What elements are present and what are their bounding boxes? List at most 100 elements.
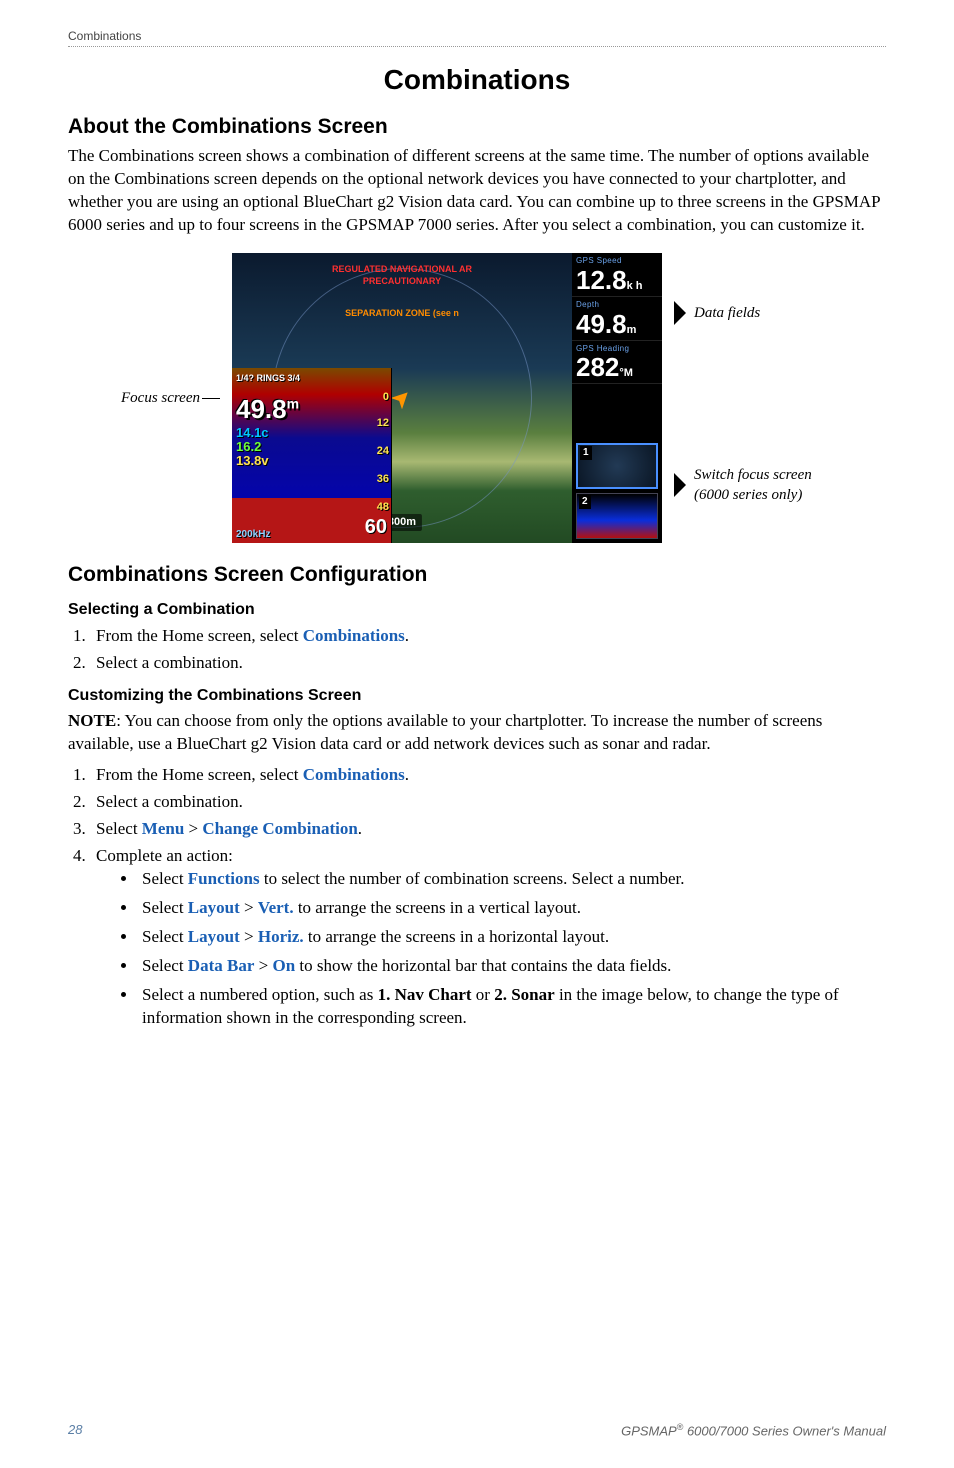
sub-customizing-heading: Customizing the Combinations Screen [68, 685, 886, 707]
bullet-text: to arrange the screens in a vertical lay… [294, 898, 581, 917]
bold-sonar: 2. Sonar [494, 985, 554, 1004]
gps-heading-value: 282 [576, 352, 619, 382]
page-footer: 28 GPSMAP® 6000/7000 Series Owner's Manu… [68, 1421, 886, 1440]
sonar-depth-readout: 49.8m [236, 392, 299, 427]
sonar-rings: 1/4? RINGS 3/4 [236, 372, 300, 384]
ui-term-on: On [272, 956, 295, 975]
footer-product: GPSMAP® 6000/7000 Series Owner's Manual [621, 1421, 886, 1440]
list-item: Select Menu > Change Combination. [90, 818, 886, 841]
bullet-text: to select the number of combination scre… [260, 869, 685, 888]
sonar-frequency: 200kHz [236, 528, 270, 542]
ui-term-data-bar: Data Bar [188, 956, 255, 975]
note-text: : You can choose from only the options a… [68, 711, 822, 753]
step-text: . [405, 626, 409, 645]
list-item: From the Home screen, select Combination… [90, 764, 886, 787]
ui-term-vert: Vert. [258, 898, 294, 917]
bullet-text: > [254, 956, 272, 975]
section-about-paragraph: The Combinations screen shows a combinat… [68, 145, 886, 237]
depth-value: 49.8 [576, 309, 627, 339]
list-item: Complete an action: Select Functions to … [90, 845, 886, 1030]
list-item: Select Data Bar > On to show the horizon… [138, 955, 886, 978]
separation-zone-text: SEPARATION ZONE (see n [345, 307, 459, 319]
ui-term-change-combination: Change Combination [202, 819, 357, 838]
ui-term-combinations: Combinations [303, 765, 405, 784]
step-text: . [358, 819, 362, 838]
list-item: Select a combination. [90, 791, 886, 814]
ui-term-layout: Layout [188, 927, 240, 946]
callout-bracket-icon [674, 473, 686, 497]
note-paragraph: NOTE: You can choose from only the optio… [68, 710, 886, 756]
sonar-voltage: 13.8v [236, 452, 269, 470]
callout-bracket-icon [674, 301, 686, 325]
footer-product-name: GPSMAP [621, 1423, 677, 1438]
callout-switch-focus-l2: (6000 series only) [694, 487, 802, 503]
running-header: Combinations [68, 28, 886, 47]
data-field-depth: Depth 49.8m [572, 297, 662, 341]
page-number: 28 [68, 1421, 82, 1440]
footer-product-suffix: 6000/7000 Series Owner's Manual [683, 1423, 886, 1438]
step-text: . [405, 765, 409, 784]
ui-term-layout: Layout [188, 898, 240, 917]
selecting-steps: From the Home screen, select Combination… [90, 625, 886, 675]
gps-speed-unit: k h [627, 280, 643, 292]
depth-unit: m [627, 324, 637, 336]
step-text: > [184, 819, 202, 838]
thumb-2-number: 2 [579, 495, 591, 509]
step-text: From the Home screen, select [96, 626, 303, 645]
bullet-text: to show the horizontal bar that contains… [295, 956, 671, 975]
callout-switch-focus-l1: Switch focus screen [694, 467, 812, 483]
focus-thumb-2: 2 [576, 493, 658, 539]
callout-focus-screen: Focus screen [121, 388, 200, 408]
bullet-text: Select [142, 956, 188, 975]
bullet-text: Select [142, 927, 188, 946]
list-item: Select a numbered option, such as 1. Nav… [138, 984, 886, 1030]
sonar-depth-value: 49.8 [236, 394, 287, 424]
sonar-scale-36: 36 [377, 472, 389, 487]
bullet-text: Select [142, 898, 188, 917]
step-text: Select [96, 819, 142, 838]
focus-thumbnails: 1 2 [576, 443, 658, 539]
list-item: Select Layout > Horiz. to arrange the sc… [138, 926, 886, 949]
gps-heading-unit: °M [619, 367, 633, 379]
bullet-text: Select a numbered option, such as [142, 985, 378, 1004]
sonar-scale-12: 12 [377, 416, 389, 431]
step-text: Complete an action: [96, 846, 233, 865]
list-item: From the Home screen, select Combination… [90, 625, 886, 648]
ui-term-combinations: Combinations [303, 626, 405, 645]
ui-term-horiz: Horiz. [258, 927, 304, 946]
gps-speed-value: 12.8 [576, 265, 627, 295]
combinations-screenshot: REGULATED NAVIGATIONAL AR PRECAUTIONARY … [232, 253, 662, 543]
bullet-text: or [472, 985, 495, 1004]
list-item: Select Functions to select the number of… [138, 868, 886, 891]
sonar-scale-0: 0 [383, 390, 389, 405]
figure: Focus screen REGULATED NAVIGATIONAL AR P… [68, 253, 886, 543]
action-bullets: Select Functions to select the number of… [138, 868, 886, 1030]
sonar-pane: 1/4? RINGS 3/4 49.8m 14.1c 16.2 13.8v 20… [232, 368, 392, 543]
ui-term-menu: Menu [142, 819, 185, 838]
sub-selecting-heading: Selecting a Combination [68, 599, 886, 621]
section-about-heading: About the Combinations Screen [68, 113, 886, 141]
note-label: NOTE [68, 711, 116, 730]
bullet-text: Select [142, 869, 188, 888]
sonar-scale-48: 48 [377, 500, 389, 515]
precautionary-text: PRECAUTIONARY [363, 275, 441, 287]
thumb-1-number: 1 [580, 446, 592, 460]
sonar-scale-60: 60 [365, 514, 387, 541]
callout-data-fields: Data fields [694, 303, 760, 323]
regulated-nav-text: REGULATED NAVIGATIONAL AR [332, 263, 472, 275]
ui-term-functions: Functions [188, 869, 260, 888]
bullet-text: > [240, 898, 258, 917]
customizing-steps: From the Home screen, select Combination… [90, 764, 886, 1029]
list-item: Select Layout > Vert. to arrange the scr… [138, 897, 886, 920]
bullet-text: > [240, 927, 258, 946]
data-fields-column: GPS Speed 12.8k h Depth 49.8m GPS Headin… [572, 253, 662, 543]
bullet-text: to arrange the screens in a horizontal l… [304, 927, 609, 946]
bold-nav-chart: 1. Nav Chart [378, 985, 472, 1004]
list-item: Select a combination. [90, 652, 886, 675]
page-title: Combinations [68, 61, 886, 99]
section-config-heading: Combinations Screen Configuration [68, 561, 886, 589]
data-field-gps-heading: GPS Heading 282°M [572, 341, 662, 385]
data-field-gps-speed: GPS Speed 12.8k h [572, 253, 662, 297]
sonar-depth-unit: m [287, 395, 299, 411]
sonar-scale-24: 24 [377, 444, 389, 459]
